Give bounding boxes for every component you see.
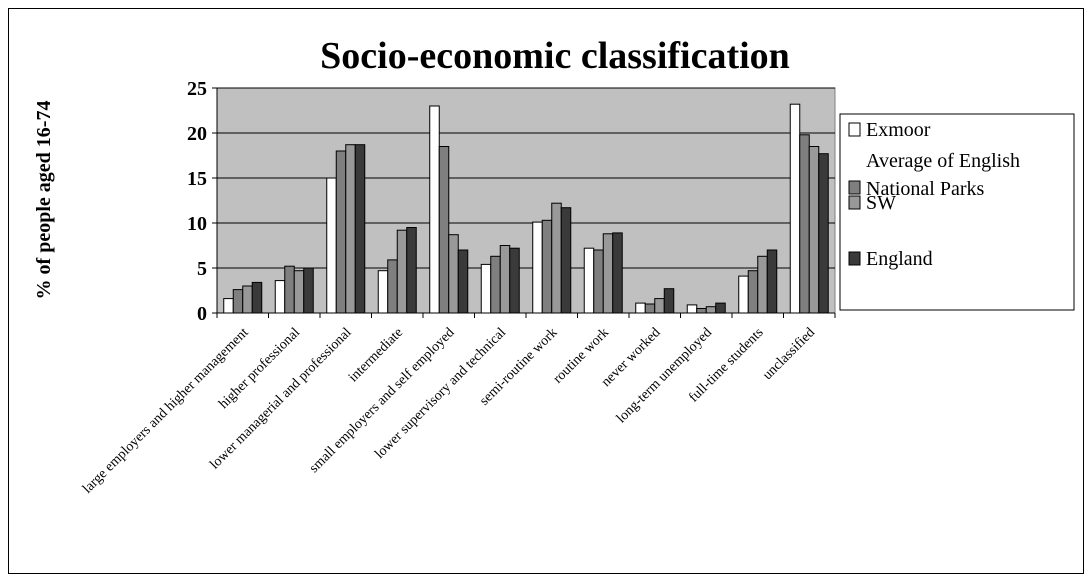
bar-3-11 — [757, 255, 768, 314]
bar-4-10 — [715, 302, 726, 314]
legend-label: England — [866, 248, 933, 270]
bar-2-1 — [232, 289, 244, 314]
bar-2-10 — [696, 308, 707, 314]
bar-1-8 — [583, 247, 595, 314]
x-tick-label: long-term unemployed — [614, 325, 715, 426]
y-tick-label: 0 — [197, 303, 207, 325]
bars — [223, 103, 829, 314]
bar-3-1 — [242, 285, 253, 314]
bar-3-12 — [808, 146, 820, 314]
bar-2-11 — [747, 270, 759, 314]
bar-2-2 — [284, 265, 295, 314]
bar-1-10 — [686, 304, 698, 314]
y-axis-label: % of people aged 16-74 — [33, 101, 55, 300]
gridlines — [217, 87, 835, 269]
bar-3-5 — [448, 234, 459, 314]
bar-3-9 — [654, 298, 665, 314]
bar-1-7 — [532, 221, 543, 314]
bar-4-8 — [612, 232, 623, 314]
bar-1-1 — [223, 298, 234, 314]
chart-title: Socio-economic classification — [320, 35, 790, 77]
bar-2-6 — [490, 255, 501, 314]
bar-3-8 — [602, 233, 614, 314]
bar-3-7 — [551, 202, 562, 314]
y-tick-label: 15 — [187, 168, 207, 190]
bar-4-1 — [251, 281, 263, 314]
bar-2-7 — [541, 219, 553, 314]
y-tick-label: 10 — [187, 213, 207, 235]
legend-box — [839, 113, 1075, 311]
bar-1-2 — [274, 280, 286, 314]
bar-2-5 — [438, 146, 450, 314]
legend: Exmoor Average of English National ParksSW… — [839, 113, 1075, 311]
legend-swatch — [848, 180, 861, 195]
legend-swatch — [848, 251, 861, 266]
legend-label: Exmoor — [866, 119, 931, 141]
bar-4-11 — [766, 249, 778, 314]
bar-4-2 — [303, 267, 314, 314]
bar-3-3 — [345, 144, 356, 314]
x-tick-labels: large employers and higher managementhig… — [80, 325, 818, 497]
y-tick-labels: 0 5 10 15 20 25 — [187, 78, 207, 325]
bar-3-6 — [499, 245, 511, 314]
y-tick-label: 25 — [187, 78, 207, 100]
bar-2-4 — [387, 259, 398, 314]
legend-label: Average of English National Parks — [866, 150, 1020, 200]
bar-1-6 — [480, 263, 492, 314]
bar-1-5 — [429, 105, 440, 314]
legend-label: SW — [866, 192, 896, 214]
bar-2-12 — [799, 134, 810, 314]
axes — [212, 87, 836, 318]
bar-2-3 — [335, 150, 347, 314]
bar-3-4 — [396, 229, 408, 314]
bar-2-8 — [593, 249, 604, 314]
bar-4-6 — [509, 247, 520, 314]
bar-4-3 — [354, 144, 366, 314]
bar-4-9 — [663, 288, 675, 314]
plot-area — [216, 87, 836, 314]
bar-3-10 — [705, 306, 717, 314]
bar-2-9 — [644, 303, 656, 314]
bar-4-5 — [457, 249, 469, 314]
bar-1-4 — [377, 270, 389, 314]
bar-4-4 — [406, 227, 417, 314]
bar-4-12 — [818, 153, 829, 314]
y-tick-label: 5 — [197, 258, 207, 280]
y-tick-label: 20 — [187, 123, 207, 145]
legend-swatch — [848, 195, 861, 210]
bar-1-9 — [635, 302, 646, 314]
bar-1-3 — [326, 177, 337, 314]
legend-swatch — [848, 122, 861, 137]
bar-1-11 — [738, 275, 749, 314]
bar-4-7 — [560, 207, 572, 314]
x-tick-label: unclassified — [760, 325, 818, 383]
bar-1-12 — [789, 103, 801, 314]
bar-3-2 — [293, 270, 305, 314]
